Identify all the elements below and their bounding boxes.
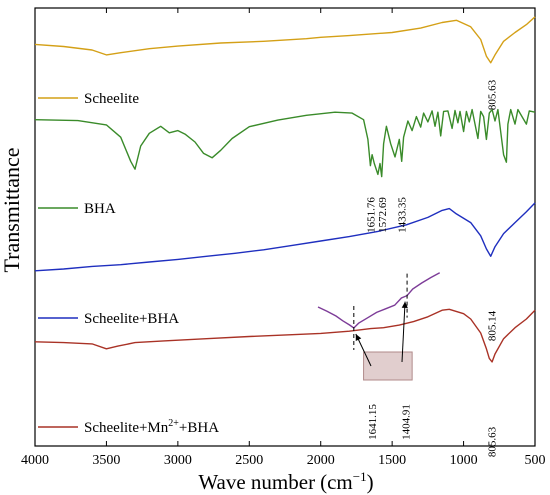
x-axis-label-text: Wave number <box>198 470 315 494</box>
series-line-0 <box>34 16 536 64</box>
series-line-1 <box>34 108 536 178</box>
inset-layer <box>317 272 441 381</box>
series-line-3 <box>34 308 536 363</box>
zoom-arrow-head <box>401 301 408 309</box>
legend-label-part: Scheelite+Mn <box>84 420 169 436</box>
legend-label-2: Scheelite+BHA <box>84 311 179 327</box>
legend-label-part: 2+ <box>168 418 179 429</box>
peak-label: 805.14 <box>486 310 498 341</box>
x-tick-label: 1000 <box>450 453 478 468</box>
plot-border <box>34 7 536 447</box>
legend-label-part: Scheelite+BHA <box>84 311 179 327</box>
x-tick-label: 2500 <box>235 453 263 468</box>
peak-label: 1641.15 <box>367 404 379 440</box>
legend-label-0: Scheelite <box>84 91 139 107</box>
legend-label-1: BHA <box>84 201 116 217</box>
peak-label: 1433.35 <box>397 197 409 233</box>
x-tick-label: 3000 <box>164 453 192 468</box>
x-axis-unit-exponent: −1 <box>353 469 367 484</box>
series-layer <box>34 16 536 363</box>
peak-label: 805.63 <box>486 79 498 110</box>
peak-label: 1572.69 <box>377 197 389 233</box>
x-axis-label: Wave number (cm−1) <box>198 469 373 494</box>
peak-label: 805.63 <box>486 426 498 457</box>
x-tick-label: 2000 <box>307 453 335 468</box>
legend-layer: Scheelite BHA Scheelite+BHA Scheelite+Mn2++… <box>38 91 219 436</box>
legend-label-part: Scheelite <box>84 91 139 107</box>
x-tick-label: 4000 <box>21 453 49 468</box>
x-tick-label: 1500 <box>378 453 406 468</box>
legend-label-part: +BHA <box>179 420 219 436</box>
x-tick-label: 500 <box>525 453 546 468</box>
peak-label: 1651.76 <box>366 197 378 233</box>
labels-layer: 805.63 1651.76 1572.69 1433.35 805.14 1641.15… <box>366 79 499 457</box>
plot-frame <box>34 7 536 447</box>
x-axis-unit-open: (cm <box>320 470 353 494</box>
zoom-arrow <box>401 301 406 363</box>
x-tick-label: 3500 <box>92 453 120 468</box>
zoom-highlight-box <box>363 351 413 381</box>
series-line-2 <box>34 202 536 272</box>
inset-line <box>317 272 441 329</box>
x-ticks: 4000 3500 3000 2500 2000 1500 1000 500 <box>21 8 546 468</box>
x-axis-unit-close: ) <box>367 470 374 494</box>
y-axis-label: Transmittance <box>0 147 24 272</box>
zoom-arrow-head <box>355 334 362 341</box>
legend-label-part: BHA <box>84 201 116 217</box>
legend-label-3: Scheelite+Mn2++BHA <box>84 418 219 436</box>
peak-label: 1404.91 <box>401 404 413 440</box>
